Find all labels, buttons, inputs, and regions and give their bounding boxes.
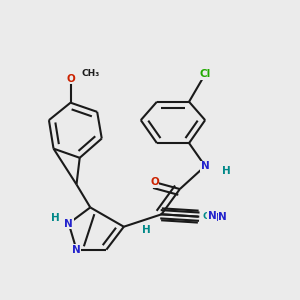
- Text: O: O: [66, 74, 75, 84]
- Text: H: H: [50, 212, 59, 223]
- Text: N: N: [214, 212, 223, 223]
- Text: N: N: [208, 211, 216, 221]
- Text: C: C: [203, 212, 209, 221]
- Text: H: H: [222, 166, 231, 176]
- Text: N: N: [72, 245, 81, 255]
- Text: H: H: [142, 225, 151, 236]
- Text: CH₃: CH₃: [81, 69, 99, 78]
- Text: N: N: [212, 212, 221, 223]
- Text: Cl: Cl: [200, 69, 211, 79]
- Text: O: O: [150, 177, 159, 187]
- Text: N: N: [218, 212, 227, 222]
- Text: N: N: [64, 218, 73, 229]
- Text: N: N: [201, 161, 209, 171]
